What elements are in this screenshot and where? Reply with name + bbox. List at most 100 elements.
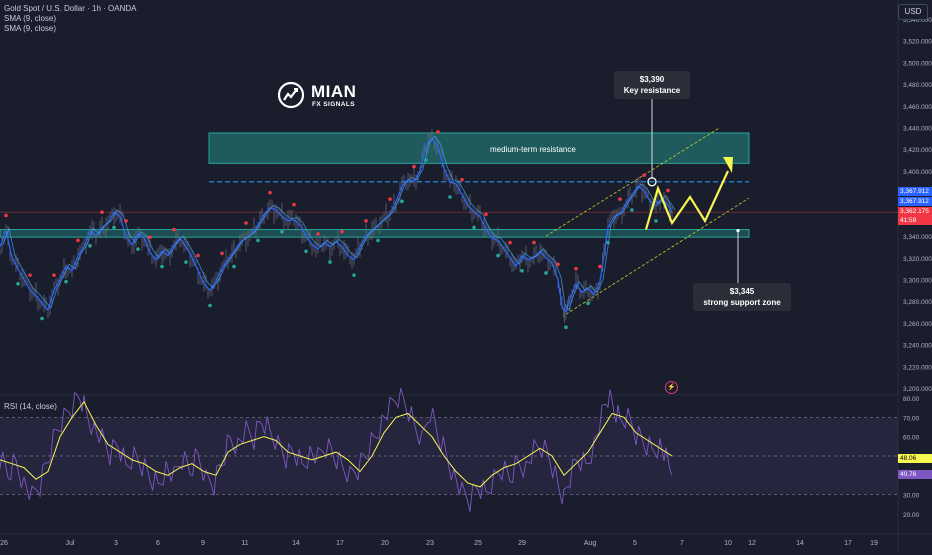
countdown-tag: 41:59	[898, 216, 932, 225]
symbol-title[interactable]: Gold Spot / U.S. Dollar · 1h · OANDA	[4, 4, 137, 13]
sell-signal-dot	[100, 210, 104, 214]
buy-signal-dot	[376, 238, 380, 243]
channel-upper	[545, 127, 721, 237]
buy-signal-dot	[630, 208, 634, 212]
sma-legend-1[interactable]: SMA (9, close)	[4, 14, 57, 23]
buy-signal-dot	[160, 264, 164, 269]
rsi-tick-label: 80.00	[903, 396, 920, 403]
projection-path	[644, 170, 729, 230]
price-tick-label: 3,220.000	[903, 364, 932, 371]
rsi-tick-label: 20.00	[903, 512, 920, 519]
price-tag-sma-1: 3,367.912	[898, 187, 932, 196]
price-tick-label: 3,240.000	[903, 343, 932, 350]
sell-signal-dot	[124, 219, 128, 223]
support-band	[0, 229, 750, 238]
sell-signal-dot	[268, 190, 272, 195]
price-tick-label: 3,300.000	[903, 277, 932, 284]
buy-signal-dot	[136, 247, 140, 251]
time-tick-label: 12	[748, 540, 756, 547]
rsi-tick-label: 70.00	[903, 415, 920, 422]
buy-signal-dot	[352, 273, 356, 277]
price-tick-label: 3,400.000	[903, 169, 932, 176]
buy-signal-dot	[496, 253, 500, 258]
time-tick-label: 3	[114, 540, 118, 547]
buy-signal-dot	[64, 279, 68, 284]
sell-signal-dot	[484, 212, 488, 217]
resistance-label: Key resistance	[623, 86, 681, 95]
sell-signal-dot	[666, 188, 670, 193]
price-tag-sma-2: 3,367.912	[898, 197, 932, 206]
price-tag-last: 3,362.175	[898, 207, 932, 216]
time-tick-label: 19	[870, 540, 878, 547]
sell-signal-dot	[28, 273, 32, 277]
rsi-ma-tag: 48.06	[898, 454, 932, 463]
time-tick-label: 14	[292, 540, 300, 547]
buy-signal-dot	[40, 316, 44, 321]
time-tick-label: 17	[336, 540, 344, 547]
sell-signal-dot	[4, 213, 8, 218]
time-tick-label: 9	[201, 540, 205, 547]
price-tick-label: 3,540.000	[903, 17, 932, 24]
buy-signal-dot	[448, 195, 452, 199]
lightning-icon[interactable]: ⚡	[665, 381, 678, 394]
logo-subtitle: FX SIGNALS	[312, 101, 356, 108]
sell-signal-dot	[364, 219, 368, 223]
time-tick-label: 14	[796, 540, 804, 547]
watermark-logo: MIAN FX SIGNALS	[276, 80, 386, 116]
sma-line-2	[2, 135, 676, 311]
price-tick-label: 3,500.000	[903, 60, 932, 67]
buy-signal-dot	[112, 225, 116, 230]
sell-signal-dot	[642, 173, 646, 178]
price-tick-label: 3,420.000	[903, 147, 932, 154]
sell-signal-dot	[196, 253, 200, 258]
buy-signal-dot	[520, 268, 524, 273]
time-tick-label: 10	[724, 540, 732, 547]
sell-signal-dot	[340, 229, 344, 234]
buy-signal-dot	[328, 260, 332, 264]
projection-arrow-head	[723, 156, 733, 173]
price-tick-label: 3,200.000	[903, 386, 932, 393]
sell-signal-dot	[148, 235, 152, 239]
rsi-tick-label: 60.00	[903, 435, 920, 442]
sma-legend-2[interactable]: SMA (9, close)	[4, 24, 57, 33]
rsi-line	[0, 388, 673, 512]
buy-signal-dot	[654, 219, 658, 223]
buy-signal-dot	[544, 271, 548, 275]
channel-lower	[565, 197, 750, 315]
sell-signal-dot	[460, 177, 464, 182]
time-tick-label: 7	[680, 540, 684, 547]
buy-signal-dot	[256, 238, 260, 243]
buy-signal-dot	[280, 229, 284, 234]
buy-signal-dot	[400, 199, 404, 204]
time-tick-label: 26	[0, 540, 8, 547]
rsi-legend[interactable]: RSI (14, close)	[4, 402, 57, 411]
price-tick-label: 3,460.000	[903, 104, 932, 111]
sell-signal-dot	[388, 197, 392, 201]
sell-signal-dot	[618, 197, 622, 201]
resistance-price: $3,390	[639, 75, 665, 84]
price-tick-label: 3,480.000	[903, 82, 932, 89]
sell-signal-dot	[556, 262, 560, 267]
sell-signal-dot	[598, 264, 602, 269]
support-label: strong support zone	[703, 298, 781, 307]
sell-signal-dot	[316, 232, 320, 236]
sell-signal-dot	[574, 266, 578, 271]
price-tick-label: 3,320.000	[903, 256, 932, 263]
price-tick-label: 3,520.000	[903, 39, 932, 46]
price-tick-label: 3,280.000	[903, 299, 932, 306]
sell-signal-dot	[244, 221, 248, 225]
support-price: $3,345	[729, 287, 755, 296]
buy-signal-dot	[184, 260, 188, 264]
buy-signal-dot	[16, 282, 20, 286]
time-tick-label: 20	[381, 540, 389, 547]
sell-signal-dot	[412, 164, 416, 169]
buy-signal-dot	[606, 240, 610, 245]
time-tick-label: 25	[474, 540, 482, 547]
currency-button[interactable]: USD	[898, 4, 928, 20]
time-tick-label: Aug	[584, 540, 597, 547]
time-tick-label: Jul	[66, 540, 75, 547]
price-tick-label: 3,440.000	[903, 126, 932, 133]
buy-signal-dot	[208, 303, 212, 308]
